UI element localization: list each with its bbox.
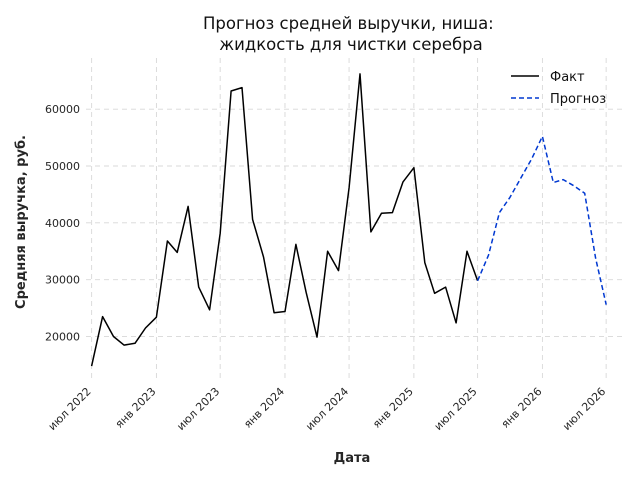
legend: Факт Прогноз: [511, 70, 606, 107]
y-tick-label: 50000: [45, 160, 80, 173]
chart-title: Прогноз средней выручки, ниша: жидкость …: [203, 14, 499, 54]
x-tick-label: июл 2025: [432, 385, 480, 433]
x-tick-label: июл 2022: [46, 385, 94, 433]
series-layer: [90, 73, 607, 367]
series-line-0: [90, 73, 479, 367]
x-axis-ticks: июл 2022 янв 2023 июл 2023 янв 2024 июл 2024…: [46, 385, 609, 433]
chart-title-line-1: Прогноз средней выручки, ниша:: [203, 14, 494, 33]
y-axis-ticks: 20000 30000 40000 50000 60000: [45, 103, 80, 343]
x-tick-label: янв 2024: [241, 385, 287, 431]
x-tick-label: июл 2023: [174, 385, 222, 433]
x-tick-label: янв 2026: [499, 385, 545, 431]
legend-label-forecast: Прогноз: [550, 92, 606, 107]
y-tick-label: 20000: [45, 331, 80, 344]
series-line-1: [476, 135, 607, 305]
x-tick-label: июл 2024: [303, 385, 351, 433]
y-tick-label: 60000: [45, 103, 80, 116]
legend-label-fact: Факт: [550, 70, 585, 85]
chart-title-line-2: жидкость для чистки серебра: [219, 35, 483, 54]
grid: [86, 58, 622, 382]
y-tick-label: 40000: [45, 217, 80, 230]
x-axis-label: Дата: [334, 451, 371, 466]
y-axis-label: Средняя выручка, руб.: [14, 135, 29, 309]
x-tick-label: янв 2025: [370, 385, 416, 431]
x-tick-label: янв 2023: [113, 385, 159, 431]
x-tick-label: июл 2026: [560, 385, 608, 433]
y-tick-label: 30000: [45, 274, 80, 287]
